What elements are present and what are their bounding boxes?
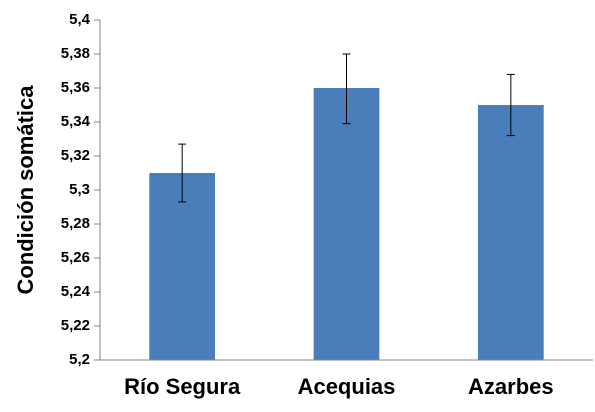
y-tick-label: 5,28	[61, 215, 90, 232]
y-tick-label: 5,36	[61, 79, 90, 96]
y-axis: 5,2 5,22 5,24 5,26 5,28 5,3 5,32 5,34 5,36 5,38 5,…	[61, 11, 100, 368]
y-tick-label: 5,22	[61, 317, 90, 334]
y-tick-label: 5,26	[61, 249, 90, 266]
category-label: Azarbes	[468, 374, 554, 399]
y-axis-title: Condición somática	[13, 85, 38, 295]
bar	[313, 88, 380, 360]
x-axis: Río Segura Acequias Azarbes	[124, 374, 554, 399]
y-tick-label: 5,38	[61, 45, 90, 62]
y-tick-label: 5,4	[69, 11, 91, 28]
category-label: Acequias	[298, 374, 396, 399]
y-tick-label: 5,24	[61, 283, 91, 300]
bars	[149, 88, 544, 360]
error-bars	[178, 53, 515, 203]
bar	[477, 105, 544, 360]
y-tick-label: 5,3	[69, 181, 90, 198]
y-tick-label: 5,2	[69, 351, 90, 368]
category-label: Río Segura	[124, 374, 241, 399]
y-tick-label: 5,34	[61, 113, 91, 130]
y-tick-label: 5,32	[61, 147, 90, 164]
bar	[149, 173, 216, 360]
